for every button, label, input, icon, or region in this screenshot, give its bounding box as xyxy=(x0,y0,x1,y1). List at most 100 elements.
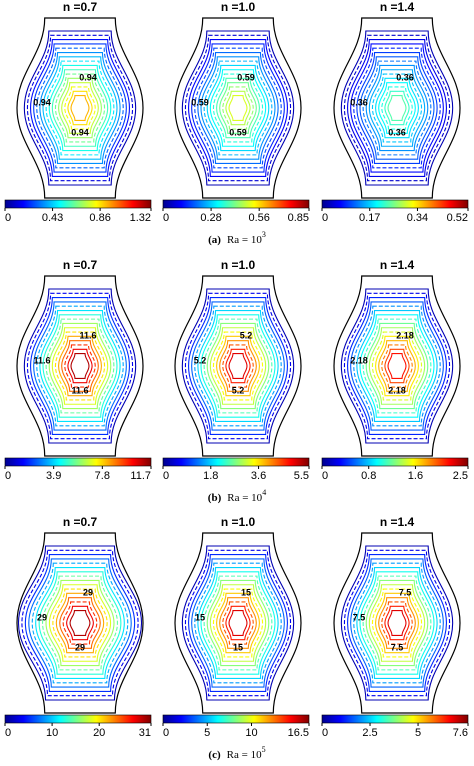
panel-title: n =0.7 xyxy=(63,0,98,14)
colorbar-tick-label: 10 xyxy=(245,727,257,739)
contour-plot xyxy=(334,276,460,456)
caption-text: Ra = 10 xyxy=(227,234,262,246)
panel-title: n =1.0 xyxy=(221,0,256,14)
caption: (a) Ra = 103 xyxy=(208,230,266,246)
contour xyxy=(226,606,250,639)
contour xyxy=(376,336,419,395)
contour xyxy=(43,57,117,159)
contour-label: 0.59 xyxy=(229,127,247,137)
contour xyxy=(354,48,440,168)
panel-title: n =1.4 xyxy=(380,515,415,529)
colorbar-tick-label: 0.85 xyxy=(288,212,309,224)
contour xyxy=(351,302,444,430)
contour xyxy=(341,31,452,185)
panel-title: n =1.0 xyxy=(221,258,256,272)
contour-label: 2.18 xyxy=(396,330,414,340)
contour-label: 15 xyxy=(241,587,251,597)
colorbar-tick-label: 0.28 xyxy=(200,212,221,224)
contour xyxy=(49,585,110,662)
colorbar-tick-label: 0.8 xyxy=(361,470,376,482)
contour xyxy=(27,35,132,180)
contour-plot xyxy=(334,533,460,713)
contour xyxy=(220,83,257,134)
cavity-wall xyxy=(334,276,460,456)
contour xyxy=(223,345,253,387)
contour-plot xyxy=(334,18,460,198)
contour-label: 0.59 xyxy=(237,72,255,82)
colorbar xyxy=(321,199,469,209)
contour xyxy=(207,65,269,150)
contour xyxy=(55,332,104,400)
colorbar-tick-label: 0.52 xyxy=(447,212,468,224)
contour xyxy=(372,332,421,400)
contour-label: 0.36 xyxy=(396,72,414,82)
contour xyxy=(363,61,431,155)
contour xyxy=(210,328,265,405)
contour xyxy=(366,323,428,408)
contour xyxy=(363,576,431,670)
contour xyxy=(192,559,285,687)
contour-label: 7.5 xyxy=(353,612,366,622)
contour xyxy=(198,568,278,679)
contour-label: 5.2 xyxy=(194,355,207,365)
contour xyxy=(27,293,132,438)
contour xyxy=(65,87,95,129)
contour xyxy=(388,611,406,636)
contour xyxy=(52,70,107,147)
contour xyxy=(360,315,434,417)
contour xyxy=(46,580,114,665)
contour-plot xyxy=(17,533,143,713)
contour xyxy=(357,53,437,164)
contour xyxy=(220,598,257,649)
contour xyxy=(217,78,260,137)
contour xyxy=(385,91,409,124)
contour xyxy=(60,598,100,649)
contour xyxy=(70,611,90,636)
contour xyxy=(348,555,447,692)
caption-exponent: 4 xyxy=(262,488,266,497)
contour-label: 5.2 xyxy=(240,330,253,340)
contour xyxy=(201,315,275,417)
contour xyxy=(189,555,288,692)
contour xyxy=(376,593,419,652)
contour xyxy=(366,580,428,665)
contour xyxy=(382,602,412,644)
colorbar-tick-label: 0.86 xyxy=(89,212,110,224)
cavity-wall xyxy=(17,18,143,198)
contour xyxy=(185,550,290,695)
contour xyxy=(207,580,269,665)
contour xyxy=(198,311,278,422)
contour xyxy=(382,345,412,387)
contour-plot xyxy=(17,18,143,198)
caption: (b) Ra = 104 xyxy=(208,488,266,504)
contour-plot xyxy=(175,533,301,713)
colorbar-tick-label: 2.5 xyxy=(453,470,468,482)
contour xyxy=(220,341,257,392)
contour xyxy=(195,563,281,683)
contour xyxy=(34,302,127,430)
contour xyxy=(24,31,135,185)
contour xyxy=(198,53,278,164)
colorbar-tick-label: 0 xyxy=(5,470,11,482)
contour xyxy=(185,293,290,438)
contour-label: 7.5 xyxy=(391,642,404,652)
colorbar-tick-label: 0 xyxy=(163,470,169,482)
contour-plot xyxy=(175,276,301,456)
contour xyxy=(341,289,452,443)
contour xyxy=(348,298,447,435)
contour xyxy=(68,349,92,382)
colorbar-tick-label: 16.5 xyxy=(288,727,309,739)
contour xyxy=(55,74,104,142)
colorbar-tick-label: 2.5 xyxy=(362,727,377,739)
contour-label: 7.5 xyxy=(399,587,412,597)
contour xyxy=(372,74,421,142)
contour xyxy=(223,87,253,129)
contour xyxy=(379,341,416,392)
caption-exponent: 3 xyxy=(262,230,266,239)
contour xyxy=(49,323,111,408)
contour xyxy=(31,298,130,435)
contour xyxy=(360,572,434,674)
contour xyxy=(372,589,421,657)
contour xyxy=(49,65,111,150)
contour xyxy=(385,349,409,382)
